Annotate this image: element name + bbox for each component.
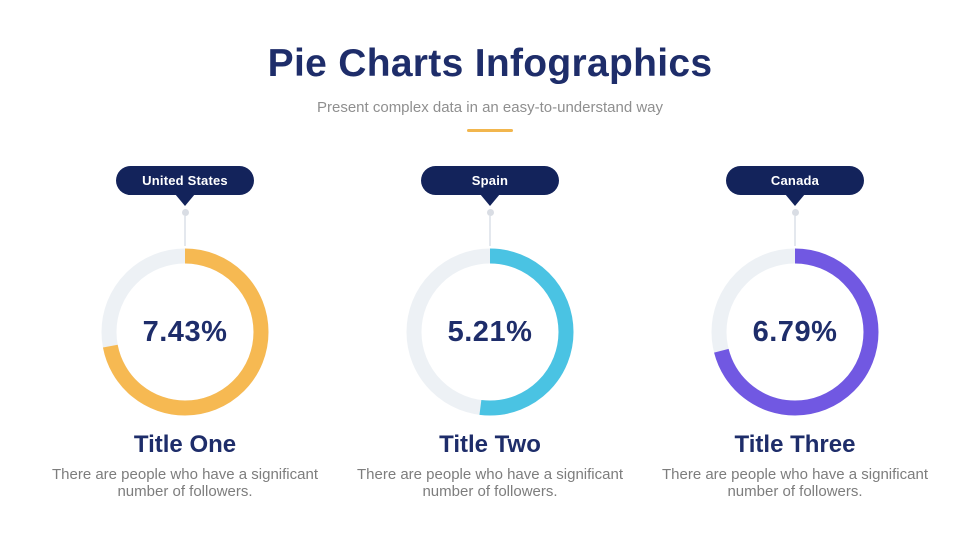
donut-arc [406, 248, 574, 416]
donut-svg [406, 248, 574, 416]
page-subtitle: Present complex data in an easy-to-under… [316, 99, 664, 116]
connector-line [184, 216, 186, 246]
donut-arc [711, 248, 879, 416]
connector-line [489, 216, 491, 246]
country-pill: Spain [421, 166, 559, 195]
card-title: Title One [133, 431, 237, 458]
chart-card-canada: Canada 6.79% Title Three There are peopl… [643, 166, 948, 500]
donut-chart: 7.43% [100, 247, 270, 417]
page-title: Pie Charts Infographics [267, 42, 713, 85]
pill-tail-pointer [175, 194, 195, 206]
card-title: Title Three [734, 431, 856, 458]
country-pill: United States [116, 166, 254, 195]
card-description: There are people who have a significant … [51, 466, 318, 500]
card-description: There are people who have a significant … [661, 466, 928, 500]
donut-arc [101, 248, 269, 416]
connector-dot [791, 209, 799, 216]
donut-percentage: 7.43% [142, 315, 228, 348]
donut-svg [711, 248, 879, 416]
chart-card-united-states: United States 7.43% Title One There are … [33, 166, 338, 500]
country-pill: Canada [726, 166, 864, 195]
connector-dot [181, 209, 189, 216]
donut-chart: 6.79% [710, 247, 880, 417]
donut-chart: 5.21% [405, 247, 575, 417]
donut-percentage: 5.21% [447, 315, 533, 348]
pill-tail-pointer [480, 194, 500, 206]
charts-row: United States 7.43% Title One There are … [0, 166, 980, 500]
header: Pie Charts Infographics Present complex … [0, 0, 980, 132]
card-title: Title Two [439, 431, 541, 458]
pill-tail-pointer [785, 194, 805, 206]
card-description: There are people who have a significant … [356, 466, 623, 500]
donut-percentage: 6.79% [752, 315, 838, 348]
connector-dot [486, 209, 494, 216]
title-underline-accent [467, 129, 513, 132]
chart-card-spain: Spain 5.21% Title Two There are people w… [338, 166, 643, 500]
donut-svg [101, 248, 269, 416]
connector-line [794, 216, 796, 246]
